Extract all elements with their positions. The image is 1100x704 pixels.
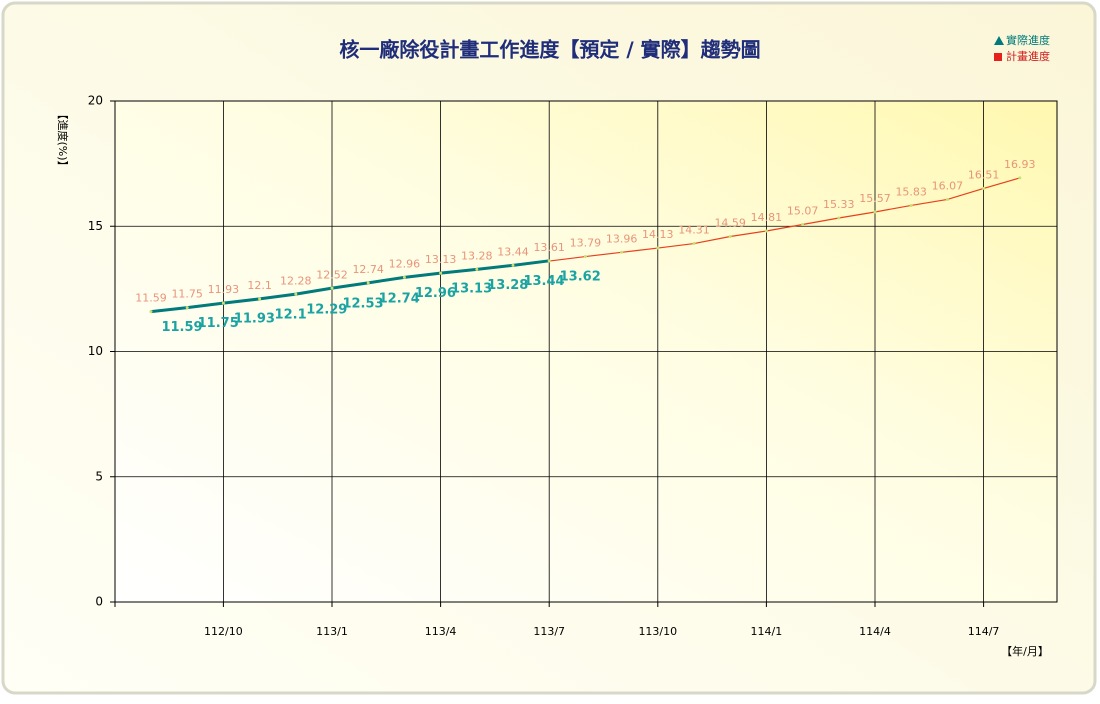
data-label: 15.33 — [823, 198, 855, 211]
data-label: 12.74 — [379, 291, 420, 306]
series-line — [150, 259, 550, 314]
y-axis-label: 【進度(%)】 — [56, 108, 70, 171]
data-point — [366, 281, 370, 285]
data-point — [330, 286, 334, 290]
data-point — [475, 267, 479, 271]
data-point — [656, 246, 660, 250]
legend-symbol — [994, 36, 1004, 45]
data-label: 13.13 — [451, 282, 492, 297]
data-point — [221, 301, 225, 305]
data-label: 11.75 — [198, 316, 239, 331]
data-label: 13.13 — [425, 253, 457, 266]
data-point — [258, 297, 262, 301]
data-point — [801, 222, 805, 226]
data-label: 15.07 — [787, 204, 819, 217]
data-point — [511, 263, 515, 267]
data-label: 14.59 — [714, 217, 746, 230]
data-point — [402, 275, 406, 279]
data-label: 13.96 — [606, 232, 638, 245]
data-point — [873, 210, 877, 214]
data-label: 11.93 — [234, 312, 275, 327]
data-label: 14.31 — [678, 224, 710, 237]
data-point — [692, 242, 696, 246]
data-label: 13.28 — [487, 278, 528, 293]
data-label: 15.57 — [859, 192, 891, 205]
data-label: 13.44 — [497, 245, 529, 258]
y-tick-label: 0 — [95, 595, 103, 609]
data-point — [149, 310, 153, 314]
data-point — [909, 203, 913, 207]
legend-symbol — [994, 53, 1002, 61]
data-label: 14.13 — [642, 228, 674, 241]
data-label: 11.59 — [135, 292, 167, 305]
y-tick-label: 10 — [88, 344, 103, 358]
data-label: 13.79 — [570, 237, 602, 250]
x-tick-label: 114/7 — [968, 625, 1000, 638]
data-label: 13.44 — [523, 274, 564, 289]
data-label: 12.96 — [415, 286, 456, 301]
data-label: 16.51 — [968, 168, 1000, 181]
data-label: 16.93 — [1004, 158, 1036, 171]
data-label: 12.28 — [280, 274, 312, 287]
data-point — [728, 235, 732, 239]
data-label: 11.59 — [161, 320, 202, 335]
y-tick-label: 20 — [88, 94, 103, 108]
x-tick-label: 113/1 — [316, 625, 348, 638]
data-point — [620, 250, 624, 254]
data-label: 12.74 — [352, 263, 384, 276]
data-point — [439, 271, 443, 275]
legend-label: 計畫進度 — [1006, 49, 1050, 63]
data-point — [1018, 176, 1022, 180]
data-label: 11.93 — [208, 283, 240, 296]
x-tick-label: 114/4 — [859, 625, 891, 638]
chart-title: 核一廠除役計畫工作進度【預定 / 實際】趨勢圖 — [339, 38, 760, 62]
data-label: 13.62 — [560, 269, 601, 284]
data-point — [837, 216, 841, 220]
x-tick-label: 114/1 — [751, 625, 783, 638]
data-label: 12.53 — [342, 297, 383, 312]
y-tick-label: 5 — [95, 469, 103, 483]
data-label: 13.28 — [461, 249, 493, 262]
data-point — [583, 255, 587, 259]
x-tick-label: 112/10 — [204, 625, 243, 638]
data-label: 16.07 — [932, 179, 964, 192]
data-label: 11.75 — [171, 288, 203, 301]
data-label: 12.1 — [275, 307, 307, 322]
data-label: 12.1 — [247, 279, 272, 292]
x-tick-label: 113/10 — [638, 625, 677, 638]
data-label: 12.96 — [389, 257, 421, 270]
data-label: 14.81 — [751, 211, 783, 224]
data-point — [294, 292, 298, 296]
data-point — [945, 197, 949, 201]
x-axis-label: 【年/月】 — [1001, 644, 1049, 658]
x-tick-label: 113/7 — [533, 625, 565, 638]
data-point — [185, 306, 189, 310]
data-label: 13.61 — [533, 241, 565, 254]
x-tick-label: 113/4 — [425, 625, 457, 638]
data-label: 15.83 — [895, 185, 927, 198]
data-label: 12.52 — [316, 268, 348, 281]
data-point — [764, 229, 768, 233]
data-point — [547, 259, 551, 263]
data-label: 12.29 — [306, 303, 347, 318]
data-point — [982, 186, 986, 190]
legend-label: 實際進度 — [1006, 33, 1050, 47]
y-tick-label: 15 — [88, 219, 103, 233]
